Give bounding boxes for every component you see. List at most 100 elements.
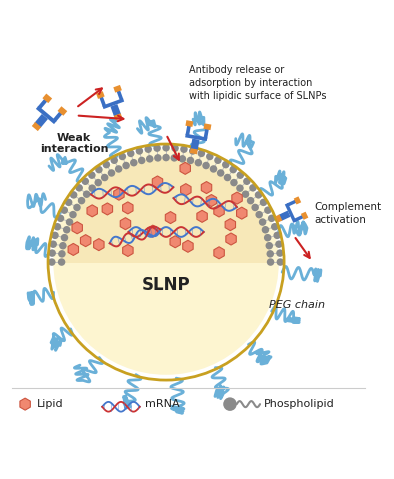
Circle shape	[58, 258, 65, 266]
Polygon shape	[120, 217, 131, 230]
Polygon shape	[165, 212, 176, 224]
Circle shape	[61, 206, 68, 214]
Polygon shape	[204, 126, 209, 139]
Polygon shape	[116, 88, 123, 101]
Polygon shape	[214, 247, 224, 259]
Polygon shape	[148, 225, 158, 237]
Circle shape	[69, 211, 77, 218]
Circle shape	[206, 153, 214, 160]
Circle shape	[273, 232, 281, 239]
Circle shape	[268, 215, 275, 222]
Circle shape	[255, 191, 262, 199]
Circle shape	[70, 191, 77, 199]
Polygon shape	[123, 244, 133, 256]
Polygon shape	[225, 218, 236, 231]
Circle shape	[267, 258, 274, 266]
Circle shape	[198, 149, 205, 157]
Circle shape	[230, 179, 238, 186]
Polygon shape	[287, 199, 299, 206]
Circle shape	[59, 242, 67, 250]
Polygon shape	[180, 162, 190, 174]
Polygon shape	[152, 176, 163, 188]
Circle shape	[119, 153, 126, 160]
Circle shape	[236, 171, 244, 179]
Circle shape	[260, 199, 267, 206]
Polygon shape	[36, 106, 57, 124]
Polygon shape	[63, 159, 269, 262]
Text: Lipid: Lipid	[36, 399, 63, 409]
Polygon shape	[285, 203, 296, 223]
Polygon shape	[94, 239, 104, 251]
Circle shape	[154, 154, 162, 161]
Polygon shape	[114, 188, 124, 200]
Circle shape	[162, 144, 170, 151]
Polygon shape	[170, 236, 180, 248]
Circle shape	[115, 165, 123, 173]
Circle shape	[101, 174, 108, 181]
Circle shape	[266, 250, 274, 258]
Polygon shape	[98, 94, 106, 107]
Polygon shape	[294, 214, 306, 222]
Circle shape	[130, 159, 138, 166]
Circle shape	[214, 157, 222, 164]
Circle shape	[243, 178, 251, 185]
Polygon shape	[206, 194, 217, 206]
Polygon shape	[72, 222, 82, 234]
Circle shape	[58, 250, 66, 258]
Circle shape	[210, 165, 217, 173]
Polygon shape	[203, 124, 212, 130]
Polygon shape	[190, 138, 199, 151]
Circle shape	[82, 178, 89, 185]
Polygon shape	[20, 398, 30, 410]
Circle shape	[66, 218, 73, 226]
Polygon shape	[43, 93, 52, 103]
Text: Weak
interaction: Weak interaction	[40, 133, 108, 154]
Circle shape	[48, 258, 56, 266]
Circle shape	[271, 223, 279, 230]
Circle shape	[242, 191, 249, 198]
Circle shape	[65, 199, 72, 206]
Circle shape	[180, 146, 188, 153]
Circle shape	[138, 157, 145, 164]
Polygon shape	[186, 120, 193, 127]
Circle shape	[95, 179, 102, 186]
Polygon shape	[236, 207, 247, 219]
Text: Phospholipid: Phospholipid	[264, 399, 335, 409]
Circle shape	[51, 232, 59, 239]
Circle shape	[171, 154, 178, 161]
Polygon shape	[32, 122, 41, 131]
Circle shape	[187, 157, 194, 164]
Polygon shape	[232, 192, 242, 204]
Circle shape	[229, 166, 237, 173]
Polygon shape	[102, 203, 113, 215]
Circle shape	[83, 191, 90, 198]
Polygon shape	[113, 85, 122, 92]
Circle shape	[224, 174, 231, 181]
Circle shape	[122, 162, 130, 169]
Polygon shape	[214, 205, 224, 217]
Polygon shape	[114, 113, 122, 120]
Circle shape	[217, 169, 225, 177]
Circle shape	[48, 250, 56, 257]
Circle shape	[73, 204, 81, 211]
Circle shape	[78, 197, 85, 205]
Polygon shape	[102, 98, 124, 109]
Circle shape	[264, 206, 271, 214]
Circle shape	[259, 218, 266, 226]
Polygon shape	[301, 212, 309, 220]
Circle shape	[162, 154, 170, 161]
Circle shape	[247, 197, 255, 205]
Circle shape	[136, 147, 143, 155]
Circle shape	[202, 162, 210, 169]
Circle shape	[153, 144, 161, 152]
Circle shape	[53, 149, 279, 375]
Polygon shape	[34, 114, 48, 128]
Circle shape	[127, 149, 134, 157]
Polygon shape	[183, 240, 193, 252]
Circle shape	[178, 155, 186, 162]
Polygon shape	[68, 243, 78, 255]
Text: Antibody release or
adsorption by interaction
with lipidic surface of SLNPs: Antibody release or adsorption by intera…	[189, 65, 326, 101]
Polygon shape	[58, 106, 67, 116]
Circle shape	[54, 223, 61, 230]
Circle shape	[57, 215, 64, 222]
